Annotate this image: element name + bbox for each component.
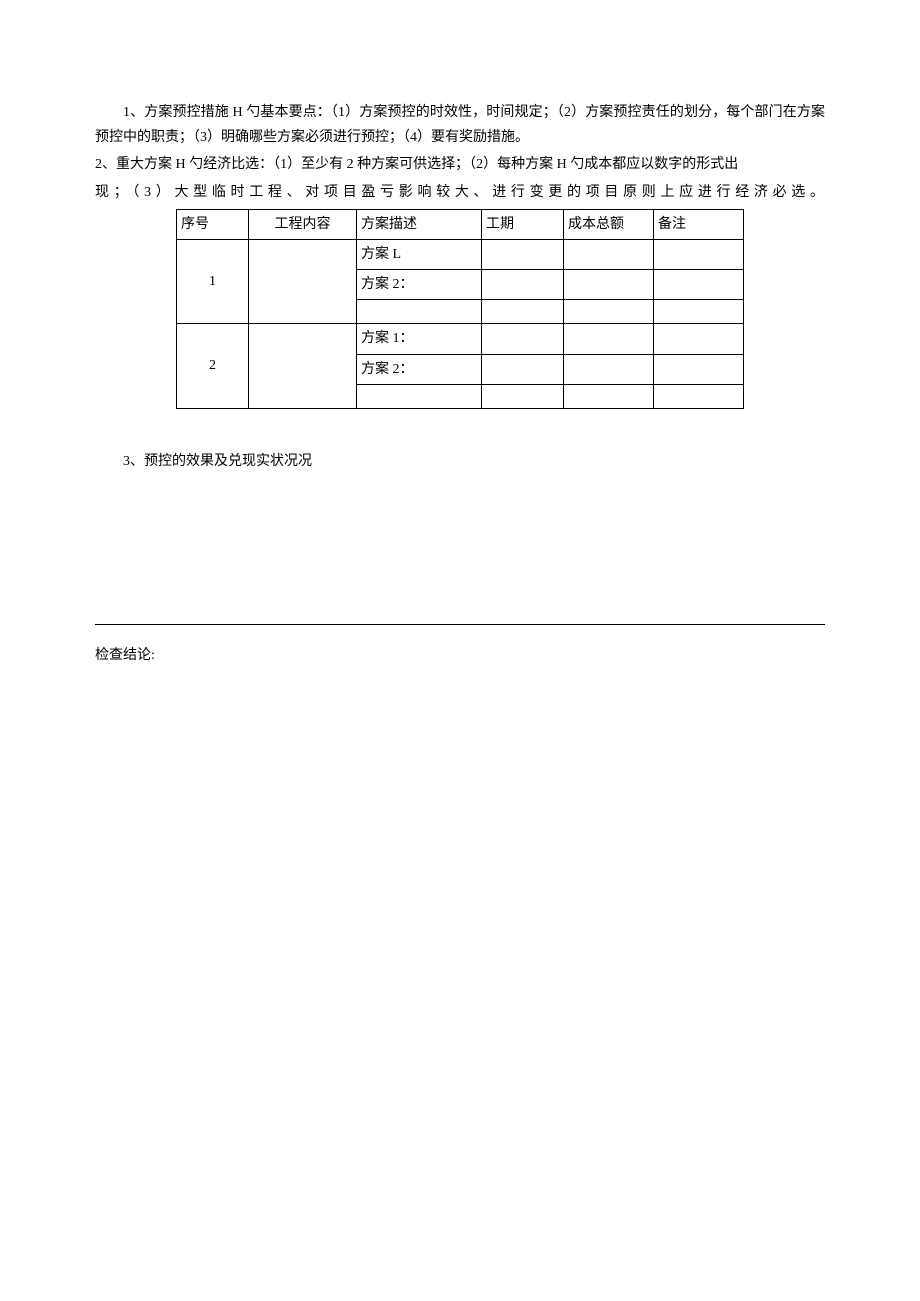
cell-scheme: 方案 2： [357,270,482,300]
header-duration: 工期 [482,209,564,239]
cell-cost [564,300,654,324]
cell-scheme: 方案 L [357,239,482,269]
cell-remark [654,270,744,300]
cell-remark [654,300,744,324]
cell-duration [482,324,564,354]
table-header-row: 序号 工程内容 方案描述 工期 成本总额 备注 [177,209,744,239]
cell-scheme: 方案 1： [357,324,482,354]
header-remark: 备注 [654,209,744,239]
table-row: 2 方案 1： [177,324,744,354]
cell-scheme: 方案 2： [357,354,482,384]
cell-seq-1: 1 [177,239,249,323]
cell-cost [564,270,654,300]
cell-duration [482,270,564,300]
header-scheme: 方案描述 [357,209,482,239]
paragraph-1: 1、方案预控措施 H 勺基本要点：（1）方案预控的时效性，时间规定；（2）方案预… [95,100,825,150]
cell-scheme [357,384,482,408]
cell-duration [482,384,564,408]
header-content: 工程内容 [249,209,357,239]
cell-seq-2: 2 [177,324,249,408]
table-row: 1 方案 L [177,239,744,269]
header-seq: 序号 [177,209,249,239]
cell-scheme [357,300,482,324]
cell-remark [654,354,744,384]
cell-cost [564,384,654,408]
header-cost: 成本总额 [564,209,654,239]
cell-duration [482,354,564,384]
cell-remark [654,384,744,408]
cell-remark [654,324,744,354]
conclusion-label: 检查结论: [95,643,825,668]
cell-remark [654,239,744,269]
cell-content-1 [249,239,357,323]
paragraph-3: 3、预控的效果及兑现实状况况 [95,449,825,474]
cell-cost [564,354,654,384]
paragraph-2a: 2、重大方案 H 勺经济比选：（1）至少有 2 种方案可供选择；（2）每种方案 … [95,152,825,177]
cell-duration [482,300,564,324]
section-divider [95,624,825,625]
comparison-table: 序号 工程内容 方案描述 工期 成本总额 备注 1 方案 L 方案 2： 2 方… [176,209,744,409]
cell-duration [482,239,564,269]
cell-cost [564,324,654,354]
cell-content-2 [249,324,357,408]
cell-cost [564,239,654,269]
paragraph-2b: 现；（3）大型临时工程、对项目盈亏影响较大、进行变更的项目原则上应进行经济必选。 [95,180,825,205]
